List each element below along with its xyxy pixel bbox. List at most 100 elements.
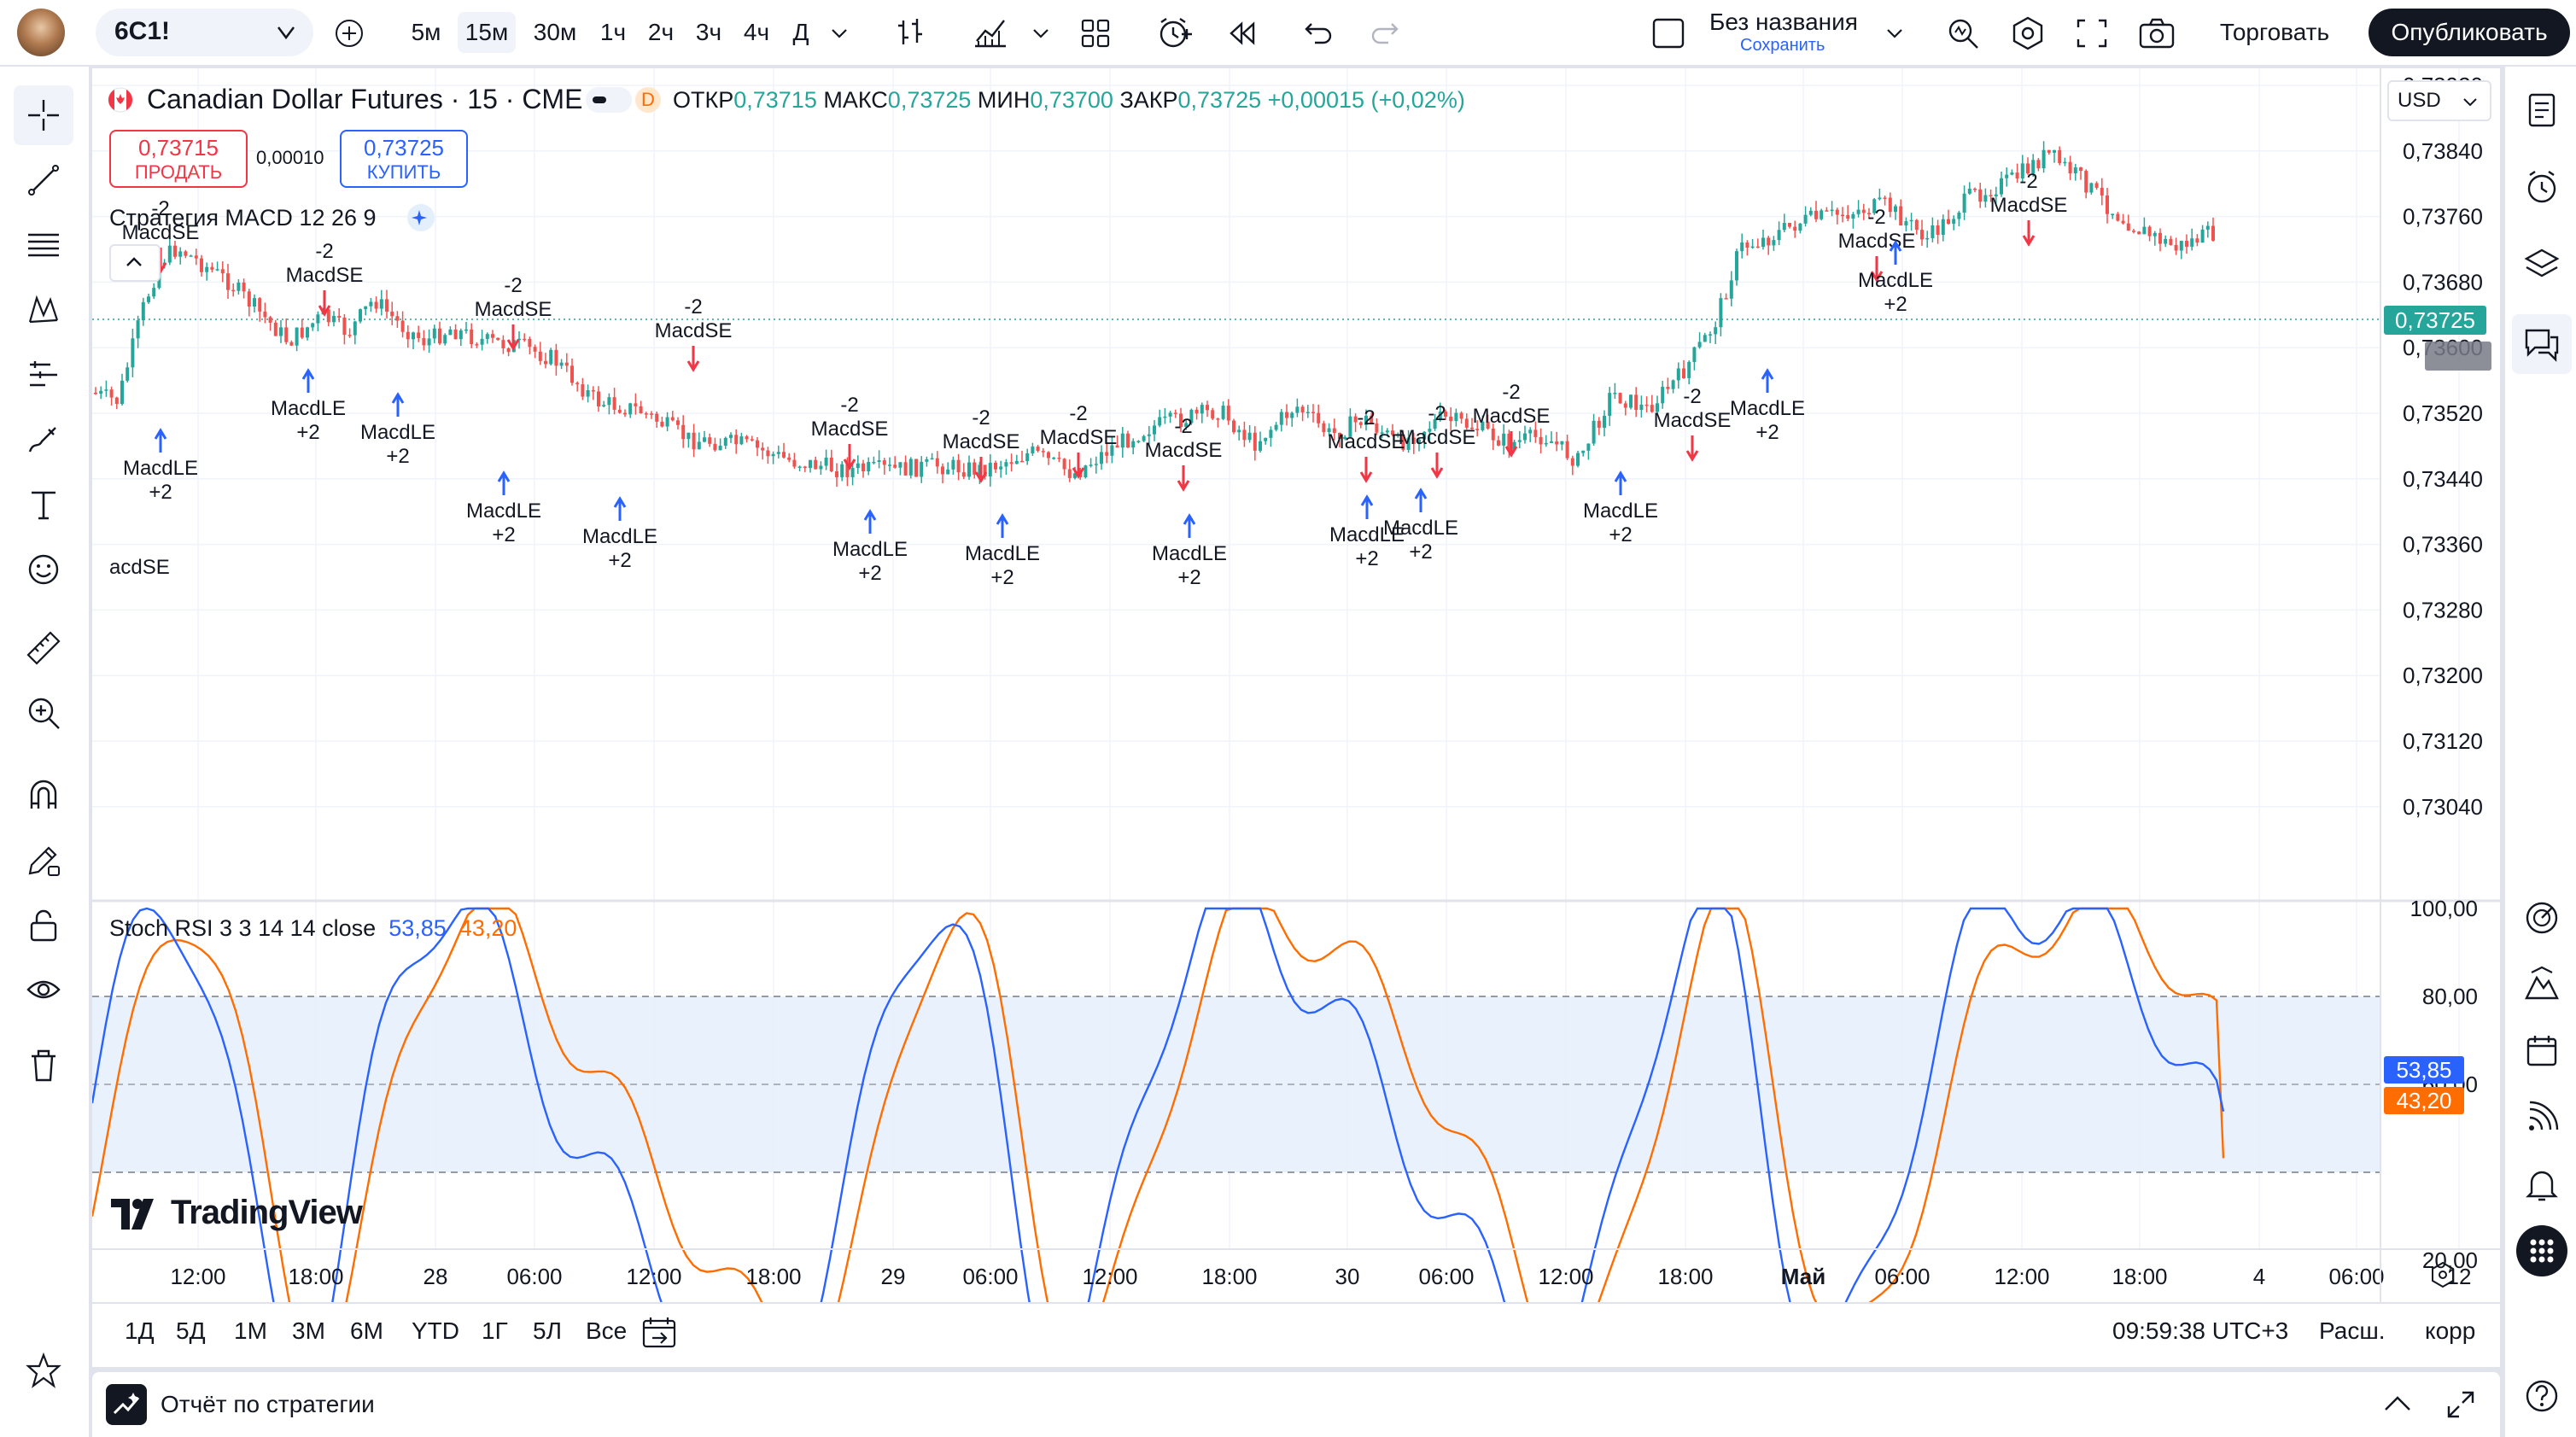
delete-tool[interactable]: [14, 1035, 73, 1095]
currency-select[interactable]: USD: [2387, 80, 2491, 121]
object-tree-button[interactable]: [2512, 234, 2572, 294]
magnet-tool[interactable]: [14, 765, 73, 825]
timeframe-1h[interactable]: 1ч: [599, 19, 627, 45]
timeframe-30m[interactable]: 30м: [533, 19, 577, 45]
calendar-events-button[interactable]: [2512, 1021, 2572, 1081]
time-axis-settings-icon[interactable]: [2428, 1260, 2457, 1289]
calendar-button[interactable]: [2512, 888, 2572, 948]
brush-tool[interactable]: [14, 410, 73, 470]
redo-icon[interactable]: [1370, 19, 1400, 48]
sell-signal-qty: -2: [1174, 415, 1192, 438]
range-1m[interactable]: 1М: [234, 1317, 267, 1344]
user-avatar[interactable]: [17, 9, 65, 56]
favorites-tool[interactable]: [14, 1341, 73, 1400]
timeframe-5m[interactable]: 5м: [411, 19, 441, 45]
range-1d[interactable]: 1Д: [125, 1317, 155, 1344]
candle-body: [776, 452, 780, 454]
stoch-legend[interactable]: Stoch RSI 3 3 14 14 close 53,85 43,20: [109, 915, 517, 942]
strategy-legend[interactable]: Стратегия MACD 12 26 9: [109, 205, 377, 231]
undo-icon[interactable]: [1303, 19, 1334, 48]
zoom-tool[interactable]: [14, 683, 73, 743]
candle-body: [2205, 225, 2210, 230]
range-all[interactable]: Все: [586, 1317, 628, 1344]
layout-save-hint[interactable]: Сохранить: [1740, 36, 1825, 55]
symbol-search[interactable]: 6C1!: [96, 9, 313, 56]
apps-button[interactable]: [2512, 1221, 2572, 1281]
strategy-report-panel[interactable]: Отчёт по стратегии: [92, 1372, 2500, 1437]
add-symbol-icon[interactable]: [335, 19, 364, 48]
range-6m[interactable]: 6М: [350, 1317, 383, 1344]
visibility-tool[interactable]: [14, 960, 73, 1019]
ideas-button[interactable]: [2512, 955, 2572, 1014]
alert-icon[interactable]: [1156, 15, 1194, 51]
measure-tool[interactable]: [14, 618, 73, 678]
layout-grid-icon[interactable]: [1079, 17, 1112, 50]
settings-gear-icon[interactable]: [2010, 15, 2046, 51]
expand-up-icon[interactable]: [2382, 1391, 2413, 1417]
candle-body: [1115, 445, 1119, 448]
replay-icon[interactable]: [1224, 19, 1259, 48]
adjustment-toggle[interactable]: корр: [2425, 1317, 2476, 1344]
timeframe-2h[interactable]: 2ч: [647, 19, 675, 45]
candle-body: [756, 440, 759, 448]
indicators-icon[interactable]: [972, 15, 1009, 50]
watchlist-button[interactable]: [2512, 80, 2572, 140]
forecast-tool[interactable]: [14, 345, 73, 405]
quick-search-icon[interactable]: [1945, 15, 1981, 51]
help-button[interactable]: [2512, 1366, 2572, 1426]
range-5y[interactable]: 5Л: [533, 1317, 562, 1344]
candle-body: [1110, 445, 1114, 456]
maximize-icon[interactable]: [2445, 1389, 2476, 1420]
emoji-tool[interactable]: [14, 540, 73, 599]
timeframe-4h[interactable]: 4ч: [743, 19, 770, 45]
snapshot-camera-icon[interactable]: [2138, 17, 2176, 50]
indicators-dropdown-icon[interactable]: [1030, 22, 1052, 44]
range-5d[interactable]: 5Д: [176, 1317, 206, 1344]
candle-body: [1639, 404, 1644, 411]
collapse-legend-button[interactable]: [109, 244, 161, 282]
range-3m[interactable]: 3М: [292, 1317, 325, 1344]
layout-name[interactable]: Без названия: [1709, 9, 1858, 35]
market-status-badge[interactable]: [586, 87, 632, 113]
candle-body: [623, 412, 627, 415]
fib-tool[interactable]: [14, 215, 73, 275]
buy-button[interactable]: 0,73725 КУПИТЬ: [340, 130, 468, 188]
sell-button[interactable]: 0,73715 ПРОДАТЬ: [109, 130, 248, 188]
sell-signal-label: MacdSE: [1040, 426, 1118, 449]
timeframe-15m[interactable]: 15м: [458, 12, 516, 53]
candle-body: [210, 266, 214, 270]
symbol-title[interactable]: Canadian Dollar Futures · 15 · CME: [147, 84, 583, 114]
alerts-button[interactable]: [2512, 157, 2572, 217]
notifications-button[interactable]: [2512, 1154, 2572, 1214]
trade-button[interactable]: Торговать: [2219, 19, 2330, 45]
candle-body: [342, 317, 347, 336]
range-1y[interactable]: 1Г: [482, 1317, 508, 1344]
layout-dropdown-icon[interactable]: [1884, 22, 1906, 44]
timeframe-1d[interactable]: Д: [792, 19, 809, 45]
clock[interactable]: 09:59:38 UTC+3: [2112, 1317, 2289, 1344]
goto-date-icon[interactable]: [640, 1316, 678, 1350]
chart-area[interactable]: -2 MacdSE -2 MacdSE -2 MacdSE -2 MacdSE -2 MacdSE…: [92, 68, 2500, 1367]
crosshair-tool[interactable]: [14, 85, 73, 145]
timeframe-dropdown-icon[interactable]: [828, 22, 850, 44]
text-tool[interactable]: [14, 475, 73, 534]
pattern-tool[interactable]: [14, 280, 73, 340]
session-toggle[interactable]: Расш.: [2319, 1317, 2386, 1344]
candle-body: [549, 349, 553, 365]
chart-type-bars-icon[interactable]: [893, 15, 927, 50]
publish-button[interactable]: Опубликовать: [2369, 9, 2570, 56]
candle-body: [1867, 213, 1871, 214]
keep-drawing-tool[interactable]: [14, 830, 73, 890]
timeframe-3h[interactable]: 3ч: [695, 19, 722, 45]
range-ytd[interactable]: YTD: [412, 1317, 459, 1344]
layout-select-icon[interactable]: [1651, 17, 1685, 50]
data-delay-badge[interactable]: D: [635, 87, 661, 113]
lock-tool[interactable]: [14, 895, 73, 955]
candle-body: [686, 432, 691, 440]
fullscreen-icon[interactable]: [2075, 17, 2109, 50]
sparkle-icon[interactable]: [406, 203, 435, 232]
chats-button[interactable]: [2512, 314, 2572, 374]
trend-line-tool[interactable]: [14, 150, 73, 210]
streams-button[interactable]: [2512, 1088, 2572, 1148]
